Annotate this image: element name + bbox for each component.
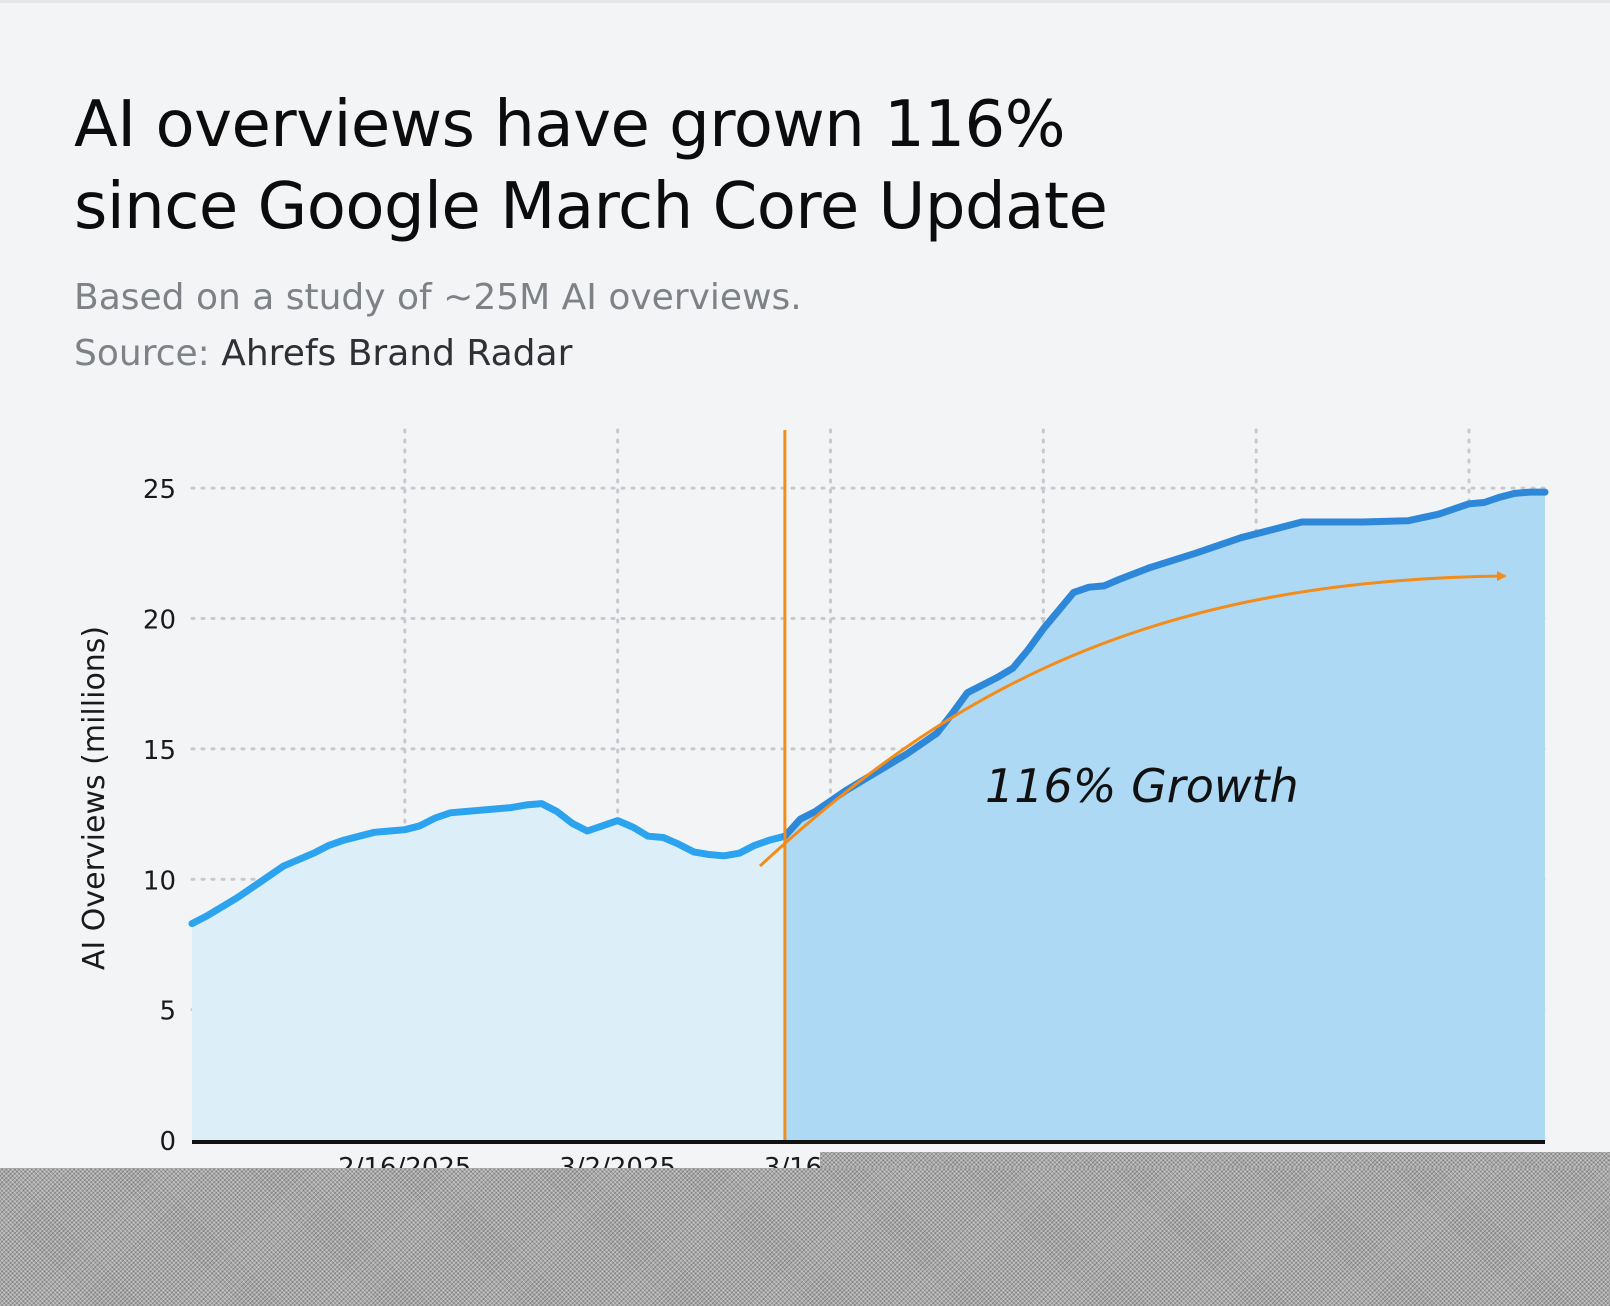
- source-line: Source: Ahrefs Brand Radar: [74, 326, 802, 382]
- chart-title: AI overviews have grown 116% since Googl…: [74, 84, 1274, 248]
- series-area-2: [784, 492, 1545, 1141]
- chart-title-line-2: since Google March Core Update: [74, 170, 1108, 244]
- chart-title-line-1: AI overviews have grown 116%: [74, 88, 1066, 162]
- series-line-1: [188, 800, 789, 928]
- y-axis-label: AI Overviews (millions): [77, 626, 112, 970]
- chart-subtitle: Based on a study of ~25M AI overviews. S…: [74, 270, 802, 382]
- growth-arrow: [758, 571, 1507, 868]
- series-line-2: [781, 488, 1549, 840]
- series-lines: [188, 488, 1549, 928]
- y-tick-label: 0: [159, 1127, 176, 1157]
- study-note: Based on a study of ~25M AI overviews.: [74, 277, 802, 318]
- redacted-area: [820, 1152, 1610, 1168]
- y-tick-label: 10: [143, 866, 176, 896]
- series-area-1: [192, 803, 785, 1140]
- source-name: Ahrefs Brand Radar: [221, 333, 573, 374]
- y-tick-label: 5: [159, 997, 176, 1027]
- top-border: [0, 0, 1610, 3]
- growth-annotation: 116% Growth: [985, 759, 1299, 813]
- area-fills: [192, 492, 1545, 1141]
- y-tick-label: 25: [143, 475, 176, 505]
- annotations: 116% Growth: [758, 430, 1507, 1140]
- source-label: Source:: [74, 333, 210, 374]
- redacted-area: [0, 1168, 1610, 1306]
- y-tick-label: 20: [143, 606, 176, 636]
- y-tick-label: 15: [143, 736, 176, 766]
